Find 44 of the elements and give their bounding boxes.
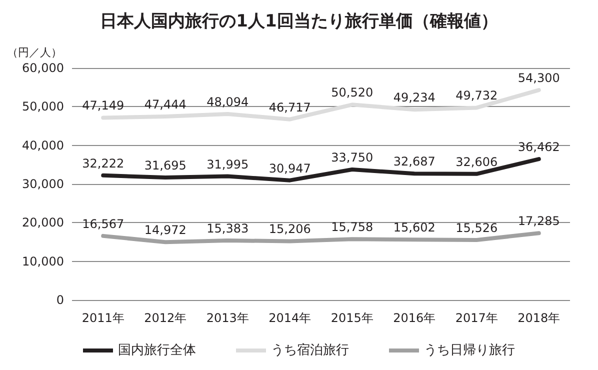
y-tick-label: 20,000: [22, 216, 64, 230]
data-label: 49,732: [456, 88, 498, 103]
data-label: 47,149: [82, 98, 124, 113]
legend-label: うち宿泊旅行: [271, 342, 349, 358]
data-label: 32,687: [393, 154, 436, 169]
x-tick-label: 2013年: [206, 311, 249, 325]
data-label: 15,758: [331, 220, 374, 234]
x-tick-label: 2017年: [455, 311, 498, 325]
data-label: 31,695: [144, 158, 186, 172]
data-label: 14,972: [144, 223, 186, 238]
chart-title: 日本人国内旅行の1人1回当たり旅行単価（確報値）: [100, 12, 498, 32]
data-label: 30,947: [268, 161, 311, 176]
x-tick-label: 2011年: [82, 311, 124, 325]
y-tick-label: 50,000: [22, 100, 64, 114]
data-label: 50,520: [331, 86, 374, 100]
y-axis-title: （円／人）: [7, 46, 62, 59]
x-tick-label: 2012年: [144, 311, 187, 325]
data-label: 32,222: [82, 156, 124, 170]
x-tick-label: 2016年: [393, 311, 436, 325]
data-label: 15,206: [268, 222, 311, 236]
data-label: 48,094: [206, 95, 249, 110]
data-label: 47,444: [144, 98, 186, 112]
y-tick-label: 0: [56, 293, 64, 307]
y-tick-label: 30,000: [22, 177, 64, 191]
data-label: 32,606: [456, 154, 498, 169]
data-label: 15,602: [393, 220, 436, 235]
y-tick-label: 40,000: [22, 138, 64, 152]
data-label: 49,234: [393, 90, 436, 105]
data-label: 15,383: [206, 222, 249, 236]
x-tick-label: 2014年: [268, 311, 312, 325]
x-tick-label: 2015年: [330, 311, 374, 325]
legend-label: うち日帰り旅行: [424, 343, 515, 358]
y-tick-label: 10,000: [22, 254, 64, 268]
data-label: 16,567: [82, 216, 124, 231]
data-label: 36,462: [518, 140, 560, 154]
data-label: 31,995: [206, 157, 249, 172]
legend-label: 国内旅行全体: [118, 343, 196, 358]
data-label: 17,285: [518, 214, 560, 228]
data-label: 15,526: [456, 220, 498, 235]
data-label: 46,717: [268, 100, 311, 114]
y-tick-label: 60,000: [22, 61, 64, 75]
x-tick-label: 2018年: [518, 311, 560, 325]
data-label: 33,750: [331, 150, 374, 164]
data-label: 54,300: [518, 71, 560, 86]
